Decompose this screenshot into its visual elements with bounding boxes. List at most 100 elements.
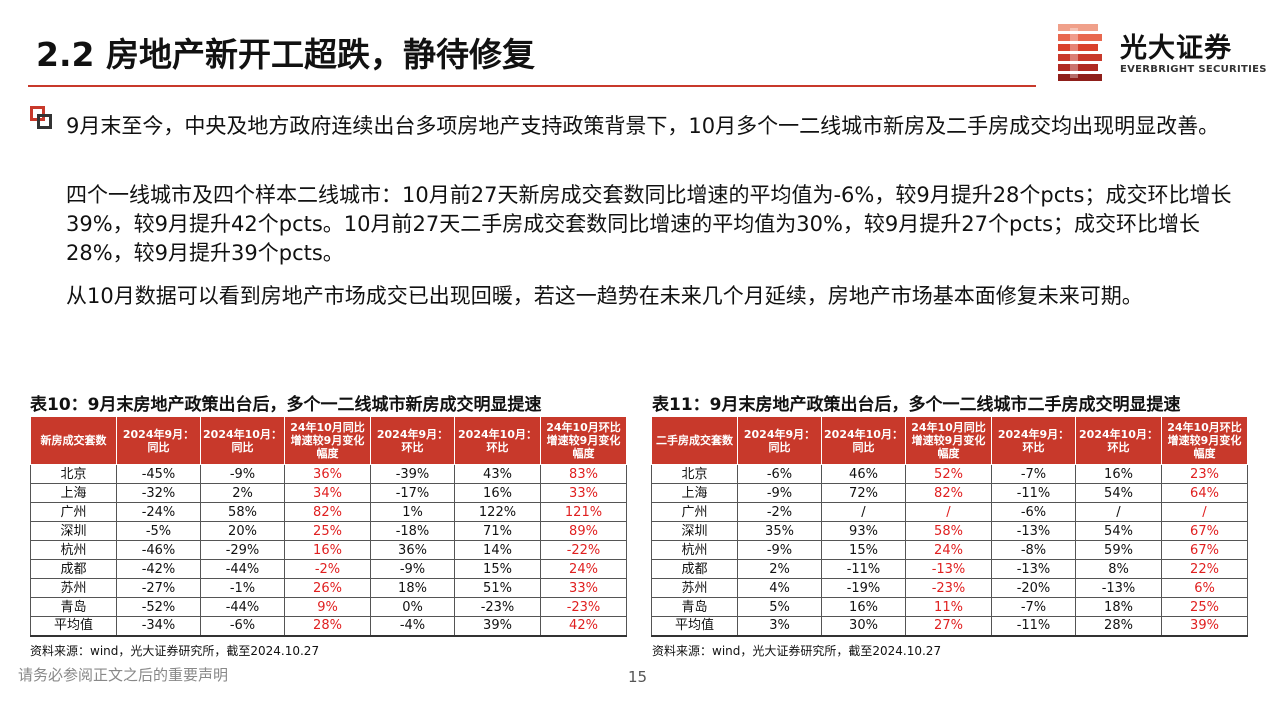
table-row: 苏州 4% -19% -23% -20% -13% 6% [651, 578, 1248, 598]
city-cell: 广州 [651, 502, 738, 522]
value-cell: -7% [991, 597, 1076, 617]
value-cell: 83% [540, 464, 627, 484]
value-cell: -1% [200, 578, 285, 598]
table-row: 上海 -32% 2% 34% -17% 16% 33% [30, 483, 627, 503]
city-cell: 平均值 [651, 616, 738, 637]
city-cell: 青岛 [651, 597, 738, 617]
value-cell: 3% [737, 616, 822, 637]
value-cell: -6% [991, 502, 1076, 522]
value-cell: 58% [905, 521, 992, 541]
value-cell: 122% [454, 502, 541, 522]
column-header: 24年10月同比增速较9月变化幅度 [284, 416, 371, 465]
value-cell: -24% [116, 502, 201, 522]
value-cell: 36% [370, 540, 455, 560]
paragraph-city-data: 四个一线城市及四个样本二线城市：10月前27天新房成交套数同比增速的平均值为-6… [66, 183, 1232, 265]
value-cell: 25% [284, 521, 371, 541]
value-cell: 54% [1075, 521, 1162, 541]
value-cell: 52% [905, 464, 992, 484]
value-cell: -9% [737, 540, 822, 560]
value-cell: -20% [991, 578, 1076, 598]
value-cell: -2% [284, 559, 371, 579]
table-header-row: 二手房成交套数 2024年9月：同比 2024年10月：同比 24年10月同比增速较9… [651, 416, 1248, 465]
value-cell: -17% [370, 483, 455, 503]
logo-english-name: EVERBRIGHT SECURITIES [1120, 64, 1267, 75]
value-cell: 46% [821, 464, 906, 484]
city-cell: 成都 [30, 559, 117, 579]
table-row: 苏州 -27% -1% 26% 18% 51% 33% [30, 578, 627, 598]
column-header: 2024年9月：同比 [116, 416, 201, 465]
value-cell: 16% [284, 540, 371, 560]
column-header: 24年10月同比增速较9月变化幅度 [905, 416, 992, 465]
value-cell: 34% [284, 483, 371, 503]
value-cell: -23% [540, 597, 627, 617]
value-cell: -9% [370, 559, 455, 579]
table1-source: 资料来源：wind，光大证券研究所，截至2024.10.27 [30, 644, 320, 658]
value-cell: / [905, 502, 992, 522]
value-cell: 26% [284, 578, 371, 598]
city-cell: 上海 [651, 483, 738, 503]
value-cell: 28% [284, 616, 371, 637]
bullet-square-icon [30, 106, 54, 132]
city-cell: 北京 [651, 464, 738, 484]
value-cell: 25% [1161, 597, 1248, 617]
value-cell: 35% [737, 521, 822, 541]
column-header: 24年10月环比增速较9月变化幅度 [540, 416, 627, 465]
value-cell: -52% [116, 597, 201, 617]
value-cell: 16% [1075, 464, 1162, 484]
company-logo: 光大证券 EVERBRIGHT SECURITIES [1058, 24, 1268, 82]
value-cell: 22% [1161, 559, 1248, 579]
table-row: 杭州 -46% -29% 16% 36% 14% -22% [30, 540, 627, 560]
title-divider [28, 85, 1036, 87]
value-cell: 51% [454, 578, 541, 598]
table-row: 深圳 35% 93% 58% -13% 54% 67% [651, 521, 1248, 541]
value-cell: 67% [1161, 540, 1248, 560]
value-cell: 72% [821, 483, 906, 503]
column-header: 24年10月环比增速较9月变化幅度 [1161, 416, 1248, 465]
value-cell: -23% [905, 578, 992, 598]
value-cell: -5% [116, 521, 201, 541]
column-header: 2024年10月：环比 [1075, 416, 1162, 465]
page-number: 15 [628, 668, 648, 686]
column-header: 2024年9月：同比 [737, 416, 822, 465]
value-cell: 30% [821, 616, 906, 637]
table-row: 成都 2% -11% -13% -13% 8% 22% [651, 559, 1248, 579]
table2-caption: 表11：9月末房地产政策出台后，多个一二线城市二手房成交明显提速 [652, 395, 1181, 415]
value-cell: -39% [370, 464, 455, 484]
value-cell: 24% [540, 559, 627, 579]
value-cell: -11% [821, 559, 906, 579]
value-cell: -22% [540, 540, 627, 560]
column-header: 二手房成交套数 [651, 416, 738, 465]
value-cell: 14% [454, 540, 541, 560]
value-cell: 2% [737, 559, 822, 579]
city-cell: 深圳 [651, 521, 738, 541]
value-cell: -8% [991, 540, 1076, 560]
table-header-row: 新房成交套数 2024年9月：同比 2024年10月：同比 24年10月同比增速较9月… [30, 416, 627, 465]
value-cell: 18% [1075, 597, 1162, 617]
everbright-logo-icon [1058, 24, 1102, 81]
new-home-sales-table: 新房成交套数 2024年9月：同比 2024年10月：同比 24年10月同比增速较9月… [30, 416, 627, 637]
value-cell: -42% [116, 559, 201, 579]
value-cell: 28% [1075, 616, 1162, 637]
value-cell: 59% [1075, 540, 1162, 560]
value-cell: 15% [821, 540, 906, 560]
value-cell: 2% [200, 483, 285, 503]
value-cell: 89% [540, 521, 627, 541]
value-cell: 54% [1075, 483, 1162, 503]
table-row: 平均值 3% 30% 27% -11% 28% 39% [651, 616, 1248, 637]
table-row: 青岛 -52% -44% 9% 0% -23% -23% [30, 597, 627, 617]
value-cell: 9% [284, 597, 371, 617]
value-cell: 15% [454, 559, 541, 579]
table-row: 北京 -45% -9% 36% -39% 43% 83% [30, 464, 627, 484]
value-cell: 64% [1161, 483, 1248, 503]
column-header: 2024年10月：环比 [454, 416, 541, 465]
city-cell: 北京 [30, 464, 117, 484]
value-cell: -11% [991, 483, 1076, 503]
city-cell: 杭州 [651, 540, 738, 560]
value-cell: 4% [737, 578, 822, 598]
value-cell: -11% [991, 616, 1076, 637]
value-cell: 39% [454, 616, 541, 637]
value-cell: 33% [540, 578, 627, 598]
value-cell: 18% [370, 578, 455, 598]
value-cell: 16% [821, 597, 906, 617]
value-cell: -23% [454, 597, 541, 617]
